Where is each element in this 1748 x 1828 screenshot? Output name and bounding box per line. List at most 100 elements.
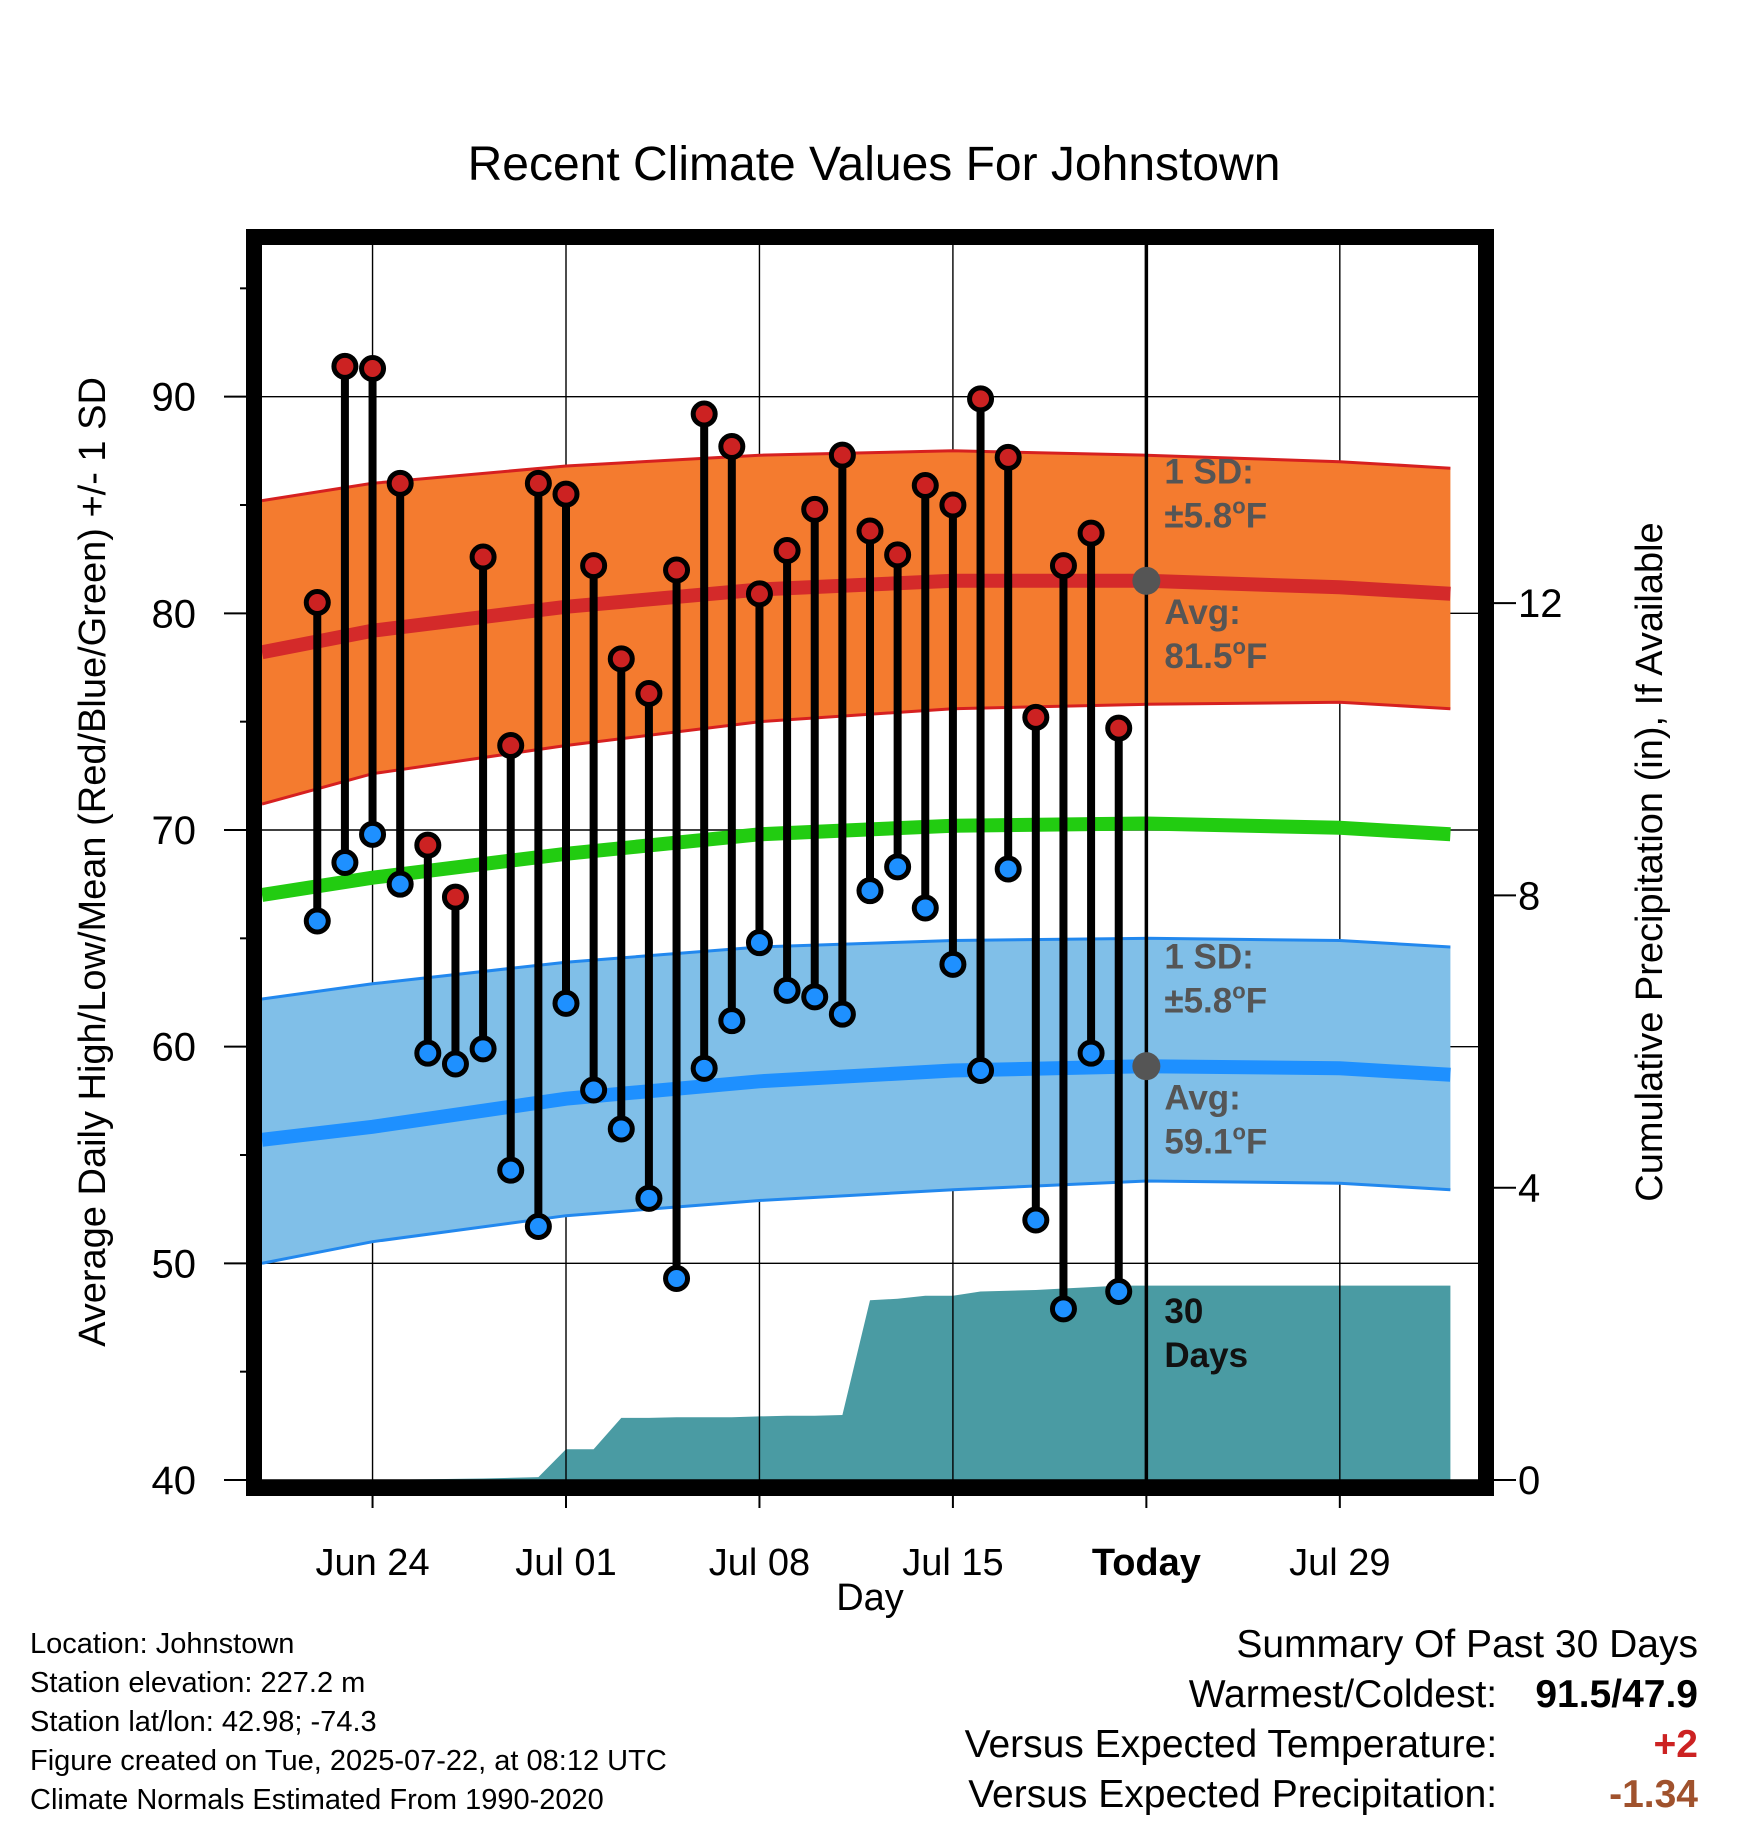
left-tick-label: 90 [152,376,197,420]
chart-title: Recent Climate Values For Johnstown [468,138,1281,191]
low-point [1049,1295,1077,1323]
annotation-precip: 30 Days [1164,1292,1248,1375]
right-tick-label: 4 [1518,1167,1540,1211]
high-point [441,883,469,911]
high-avg-line [262,573,1451,660]
low-sd-band-lower-edge [262,1179,1451,1265]
right-tick-label: 8 [1518,874,1540,918]
low-point [884,853,912,881]
mean-avg-line [262,816,1451,902]
low-point [303,907,331,935]
annotation-line: Avg: [1164,593,1240,632]
high-point [967,385,995,413]
high-point [1049,552,1077,580]
low-point [359,820,387,848]
plot-frame [246,229,1494,1496]
high-point [303,589,331,616]
annotation-low_avg: Avg:59.1oF [1164,1079,1267,1162]
info-normals: Climate Normals Estimated From 1990-2020 [30,1784,604,1816]
left-axis-title: Average Daily High/Low/Mean (Red/Blue/Gr… [72,377,114,1347]
info-location: Location: Johnstown [30,1628,295,1660]
annotation-line: 1 SD: [1164,452,1253,491]
high-point [718,433,746,460]
today-high-avg-marker [1132,566,1161,595]
summary-warm-cold: Warmest/Coldest: 91.5/47.9 [965,1670,1698,1720]
high-point [884,541,912,569]
x-axis-title: Day [836,1577,904,1619]
high-point [690,400,718,428]
low-point [386,870,414,898]
high-point [607,645,635,673]
low-point [994,855,1022,883]
high-point [414,831,442,859]
high-point [663,556,691,584]
summary-panel: Summary Of Past 30 Days Warmest/Coldest:… [965,1620,1698,1820]
low-point [745,929,773,957]
annotation-line: ±5.8oF [1164,979,1267,1021]
x-tick-label: Jul 15 [902,1542,1003,1584]
annotation-line: 81.5oF [1164,634,1267,676]
right-tick-label: 12 [1518,582,1563,626]
annotation-line: 59.1oF [1164,1120,1267,1162]
annotation-line: ±5.8oF [1164,493,1267,535]
low-point [580,1076,608,1104]
annotation-line: 30 [1164,1292,1203,1331]
low-avg-line [262,1059,1451,1147]
high-point [524,469,552,497]
right-axis-title: Cumulative Precipitation (in), If Availa… [1629,522,1671,1201]
info-latlon: Station lat/lon: 42.98; -74.3 [30,1706,377,1738]
precip-label: Versus Expected Precipitation: [968,1773,1498,1816]
right-tick-label: 0 [1518,1459,1540,1503]
low-point [801,983,829,1011]
low-point [939,950,967,978]
high-point [1105,714,1133,742]
high-point [497,732,525,759]
x-tick-label: Jul 01 [515,1542,616,1584]
low-point [607,1115,635,1143]
annotation-low_band: 1 SD:±5.8oF [1164,938,1267,1021]
low-point [469,1035,497,1063]
low-point [331,849,359,876]
precip-value: -1.34 [1609,1773,1698,1816]
low-point [441,1050,469,1078]
low-point [1022,1206,1050,1234]
low-point [414,1039,442,1067]
high-point [635,680,663,707]
low-point [524,1213,552,1240]
x-tick-label: Today [1092,1542,1201,1584]
right-axis-ticks [1486,602,1516,1481]
today-low-avg-marker [1132,1052,1161,1081]
low-point [497,1156,525,1184]
low-sd-band-fill [262,938,1451,1264]
low-point [635,1184,663,1212]
high-point [773,537,801,564]
high-point [1077,519,1105,547]
info-created: Figure created on Tue, 2025-07-22, at 08… [30,1745,667,1777]
low-point [773,976,801,1004]
low-point [690,1054,718,1082]
annotation-high_band: 1 SD:±5.8oF [1164,452,1267,535]
precip-area [262,1285,1451,1480]
high-point [911,472,939,499]
warm-cold-label: Warmest/Coldest: [1188,1673,1498,1716]
high-sd-band-fill [262,450,1451,804]
summary-precip: Versus Expected Precipitation: -1.34 [965,1770,1698,1820]
high-point [828,441,856,469]
annotation-line: 1 SD: [1164,938,1253,977]
station-info: Location: Johnstown Station elevation: 2… [30,1625,667,1820]
x-axis-ticks [371,1488,1341,1508]
low-point [856,877,884,905]
summary-title: Summary Of Past 30 Days [1236,1623,1698,1666]
x-tick-label: Jul 08 [709,1542,810,1584]
low-sd-band-upper-edge [262,936,1451,1001]
left-tick-label: 70 [152,809,197,853]
high-point [939,491,967,519]
high-point [580,552,608,580]
left-tick-label: 50 [152,1242,197,1286]
low-point [828,1000,856,1028]
info-elevation: Station elevation: 227.2 m [30,1667,366,1699]
low-point [1105,1278,1133,1305]
x-tick-label: Jul 29 [1289,1542,1390,1584]
summary-temp: Versus Expected Temperature: +2 [965,1720,1698,1770]
